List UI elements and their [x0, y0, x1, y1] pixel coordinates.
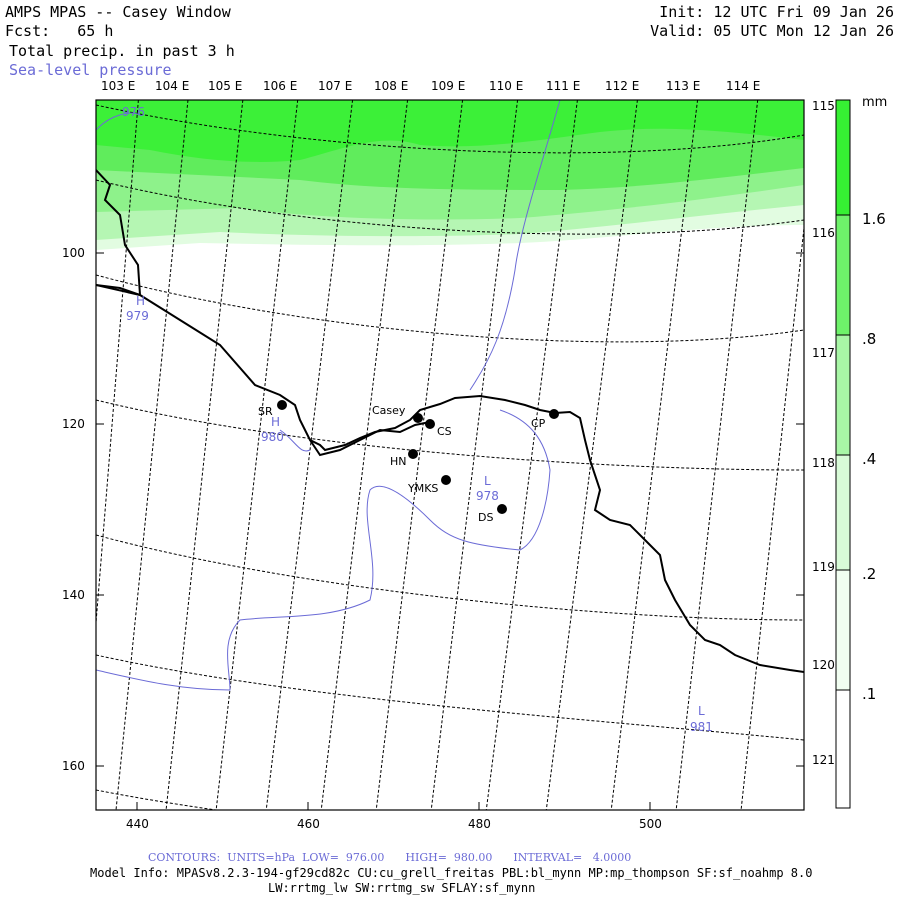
- x-tick-440: 440: [126, 817, 149, 831]
- valid-time: Valid: 05 UTC Mon 12 Jan 26: [650, 22, 894, 40]
- slp-contours: [96, 100, 561, 691]
- station-dot-ds[interactable]: [497, 504, 507, 514]
- colorbar-frame: [835, 99, 851, 809]
- colorbar-label-0-2: .2: [862, 565, 876, 583]
- pressure-type-l-978: L: [484, 474, 491, 488]
- pressure-type-h-979: H: [136, 294, 145, 308]
- lon-label-114: 114 E: [726, 79, 760, 93]
- y-tick-100: 100: [62, 246, 85, 260]
- lon-label-113: 113 E: [666, 79, 700, 93]
- station-dot-hn[interactable]: [408, 449, 418, 459]
- colorbar-unit: mm: [862, 95, 887, 110]
- left-y-axis: 100 120 140 160: [62, 246, 804, 773]
- plot-frame: [95, 99, 805, 811]
- lon-label-111: 111 E: [546, 79, 580, 93]
- colorbar-label-0-1: .1: [862, 685, 876, 703]
- precip-shading: [96, 100, 804, 250]
- y-tick-140: 140: [62, 588, 85, 602]
- precip-band-16: [96, 100, 804, 162]
- colorbar-label-1-6: 1.6: [862, 210, 886, 228]
- station-label-sr: SR: [258, 405, 273, 418]
- pressure-value-980: 980: [261, 430, 284, 444]
- station-dot-sr[interactable]: [277, 400, 287, 410]
- pressure-value-979: 979: [126, 309, 149, 323]
- station-dot-casey[interactable]: [413, 413, 423, 423]
- model-info: Model Info: MPASv8.2.3-194-gf29cd82c CU:…: [90, 866, 813, 880]
- station-dot-cp[interactable]: [549, 409, 559, 419]
- station-label-cs: CS: [437, 425, 452, 438]
- station-label-cp: CP: [531, 417, 546, 430]
- x-tick-500: 500: [639, 817, 662, 831]
- pressure-type-l-981: L: [698, 704, 705, 718]
- lon-label-108: 108 E: [374, 79, 408, 93]
- field-title: Total precip. in past 3 h: [9, 42, 235, 60]
- colorbar-swatch-0-4: [836, 335, 850, 455]
- lon-label-103: 103 E: [101, 79, 135, 93]
- y-tick-120: 120: [62, 417, 85, 431]
- pressure-value-981: 981: [690, 720, 713, 734]
- colorbar-swatch-0-2: [836, 455, 850, 570]
- lon-label-106: 106 E: [263, 79, 297, 93]
- lon-label-105: 105 E: [208, 79, 242, 93]
- pressure-value-976: 976: [122, 105, 145, 119]
- station-label-casey: Casey: [372, 404, 406, 417]
- graticule: [96, 100, 804, 810]
- lon-label-110: 110 E: [489, 79, 523, 93]
- station-label-hn: HN: [390, 455, 407, 468]
- pressure-labels: 976 H 979 H 980 L 978 L 981: [122, 105, 713, 734]
- lon-label-104: 104 E: [155, 79, 189, 93]
- pressure-value-978: 978: [476, 489, 499, 503]
- y-tick-160: 160: [62, 759, 85, 773]
- precip-colorbar: mm 1.6 .8 .4 .2 .1: [835, 95, 887, 809]
- station-dot-cs[interactable]: [425, 419, 435, 429]
- lon-label-109: 109 E: [431, 79, 465, 93]
- lon-label-107: 107 E: [318, 79, 352, 93]
- station-label-ds: DS: [478, 511, 493, 524]
- colorbar-swatch-0-8: [836, 215, 850, 335]
- model-info-line2: LW:rrtmg_lw SW:rrtmg_sw SFLAY:sf_mynn: [268, 881, 536, 895]
- x-tick-480: 480: [468, 817, 491, 831]
- map-title: AMPS MPAS -- Casey Window: [5, 3, 231, 21]
- contour-info: CONTOURS: UNITS=hPa LOW= 976.00 HIGH= 98…: [148, 851, 632, 864]
- station-markers: SR Casey CS CP HN YMKS DS: [258, 400, 559, 524]
- x-tick-460: 460: [297, 817, 320, 831]
- overlay-title: Sea-level pressure: [9, 61, 172, 79]
- station-dot-ymks[interactable]: [441, 475, 451, 485]
- colorbar-swatch-0-1: [836, 570, 850, 690]
- init-time: Init: 12 UTC Fri 09 Jan 26: [659, 3, 894, 21]
- coastline: [96, 169, 804, 673]
- lon-label-112: 112 E: [605, 79, 639, 93]
- top-longitude-labels: 103 E 104 E 105 E 106 E 107 E 108 E 109 …: [101, 79, 760, 93]
- station-label-ymks: YMKS: [407, 482, 438, 495]
- forecast-hour: Fcst: 65 h: [5, 22, 114, 40]
- bottom-x-axis: 440 460 480 500: [126, 802, 662, 831]
- colorbar-swatch-zero: [836, 690, 850, 808]
- colorbar-label-0-4: .4: [862, 450, 876, 468]
- pressure-type-h-980: H: [271, 415, 280, 429]
- colorbar-label-0-8: .8: [862, 330, 876, 348]
- colorbar-swatch-1-6: [836, 100, 850, 215]
